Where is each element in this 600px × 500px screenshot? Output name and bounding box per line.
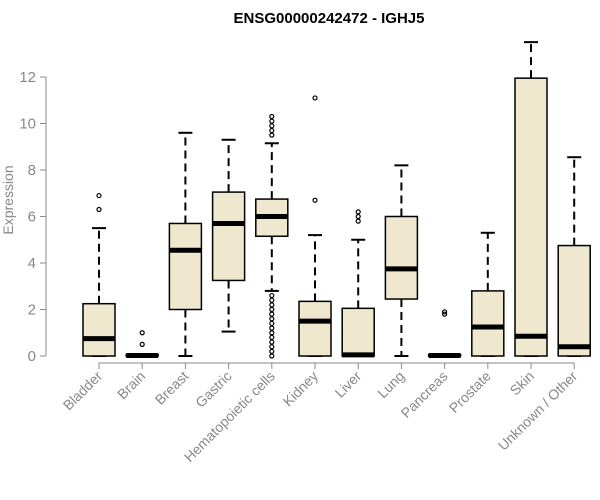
outlier-point bbox=[96, 206, 102, 213]
y-tick-label: 10 bbox=[19, 116, 36, 133]
x-tick-label: Brain bbox=[114, 368, 148, 402]
boxes-group bbox=[82, 41, 591, 359]
box-pancreas bbox=[427, 309, 462, 359]
outlier-point bbox=[139, 341, 145, 347]
box-lung bbox=[384, 164, 419, 357]
x-tick-label: Kidney bbox=[280, 368, 322, 410]
box-unknown-other bbox=[557, 156, 591, 357]
x-tick-label: Breast bbox=[152, 368, 192, 408]
y-tick-label: 12 bbox=[19, 69, 36, 86]
outlier-point bbox=[269, 297, 275, 303]
y-tick-label: 8 bbox=[28, 162, 36, 179]
chart-title: ENSG00000242472 - IGHJ5 bbox=[234, 10, 425, 27]
y-axis-label: Expression bbox=[0, 165, 16, 234]
outlier-point bbox=[312, 197, 318, 203]
outlier-point bbox=[269, 113, 275, 120]
box-hematopoietic-cells bbox=[255, 113, 289, 359]
y-axis: 0 2 4 6 8 10 12 bbox=[19, 69, 47, 365]
x-tick-label: Prostate bbox=[446, 368, 494, 416]
iqr-box bbox=[82, 302, 116, 357]
outlier-point bbox=[355, 209, 361, 215]
outlier-point bbox=[355, 213, 361, 220]
x-tick-label: Gastric bbox=[192, 368, 235, 411]
outlier-point bbox=[269, 320, 275, 327]
iqr-box bbox=[168, 222, 203, 311]
outlier-point bbox=[269, 330, 275, 336]
outlier-point bbox=[269, 339, 275, 345]
outlier-point bbox=[96, 192, 102, 199]
iqr-box bbox=[514, 77, 548, 357]
outlier-point bbox=[269, 325, 275, 331]
y-tick-label: 0 bbox=[28, 348, 36, 365]
box-prostate bbox=[471, 231, 505, 357]
box-liver bbox=[341, 209, 375, 358]
iqr-box bbox=[211, 191, 246, 282]
outlier-point bbox=[269, 123, 275, 129]
outlier-point bbox=[269, 334, 275, 340]
outlier-point bbox=[269, 348, 275, 354]
x-tick-label: Pancreas bbox=[398, 368, 451, 421]
iqr-box bbox=[471, 290, 505, 357]
y-tick-label: 6 bbox=[28, 209, 36, 226]
y-tick-label: 2 bbox=[28, 302, 36, 319]
outlier-point bbox=[269, 316, 275, 322]
x-tick-label: Skin bbox=[507, 368, 538, 399]
outlier-point bbox=[269, 292, 275, 299]
iqr-box bbox=[384, 215, 419, 300]
x-tick-label: Bladder bbox=[60, 368, 106, 414]
outlier-point bbox=[269, 353, 275, 359]
box-skin bbox=[514, 41, 548, 357]
x-tick-label: Lung bbox=[374, 368, 407, 401]
outlier-point bbox=[269, 302, 275, 308]
box-brain bbox=[125, 330, 159, 359]
iqr-box bbox=[298, 300, 332, 357]
box-gastric bbox=[211, 138, 246, 333]
iqr-box bbox=[557, 244, 591, 357]
outlier-point bbox=[442, 309, 448, 315]
outlier-point bbox=[269, 127, 275, 134]
box-breast bbox=[168, 131, 203, 357]
x-tick-label: Unknown / Other bbox=[495, 368, 581, 454]
outlier-point bbox=[269, 306, 275, 313]
x-tick-label: Liver bbox=[332, 368, 365, 401]
outlier-point bbox=[312, 95, 318, 101]
outlier-point bbox=[269, 132, 275, 138]
outlier-point bbox=[139, 330, 145, 336]
iqr-box bbox=[341, 307, 375, 357]
y-tick-label: 4 bbox=[28, 255, 36, 272]
box-kidney bbox=[298, 95, 332, 357]
outlier-point bbox=[269, 311, 275, 317]
outlier-point bbox=[355, 218, 361, 224]
outlier-point bbox=[269, 344, 275, 350]
box-bladder bbox=[82, 192, 116, 357]
outlier-point bbox=[269, 118, 275, 124]
outlier-point bbox=[442, 311, 448, 317]
